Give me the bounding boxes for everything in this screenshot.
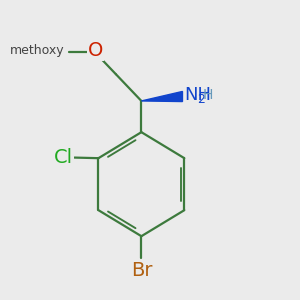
Text: methoxy: methoxy [10, 44, 65, 57]
Text: O: O [88, 40, 103, 60]
Text: NH: NH [184, 86, 211, 104]
Text: H: H [203, 88, 213, 102]
Text: Cl: Cl [54, 148, 73, 167]
Text: 2: 2 [197, 93, 206, 106]
Polygon shape [141, 92, 182, 102]
Text: Br: Br [130, 261, 152, 280]
